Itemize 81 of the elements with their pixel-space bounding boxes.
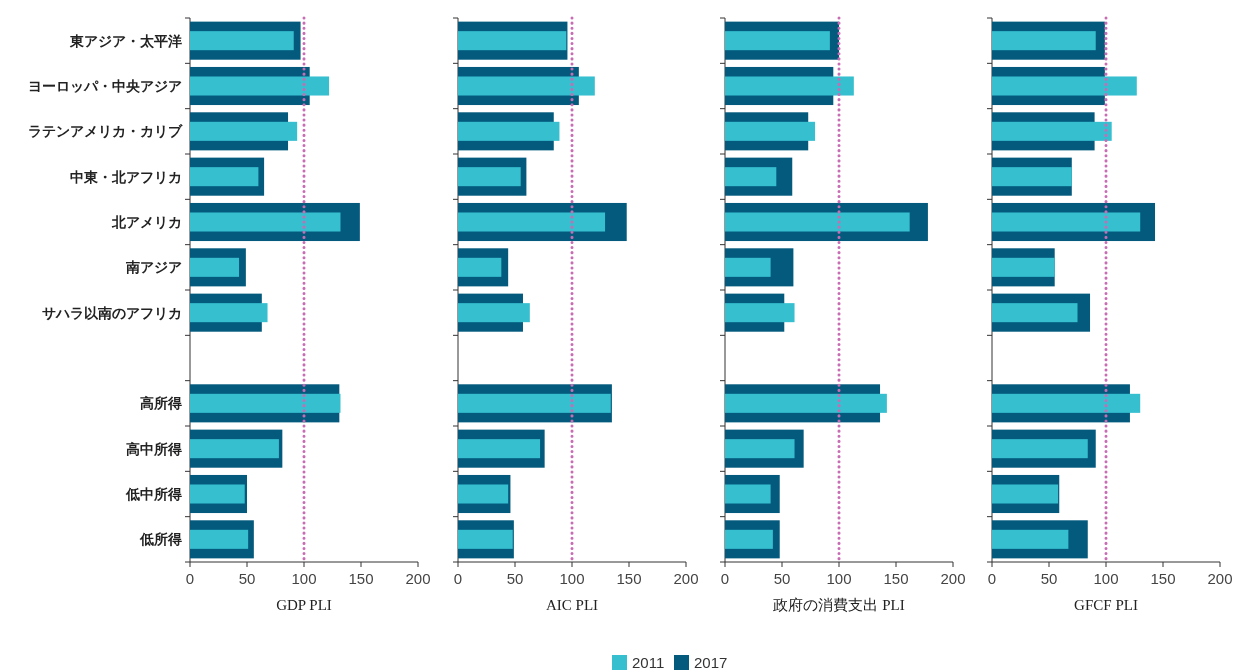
x-tick-label: 0 (987, 570, 997, 587)
bar (190, 31, 294, 51)
bar (458, 31, 567, 51)
bar (725, 529, 773, 549)
bar (725, 303, 795, 323)
x-tick-label: 200 (405, 570, 431, 587)
x-axis-title: GFCF PLI (1074, 597, 1138, 613)
bar (992, 167, 1072, 187)
y-tick-label: 中東・北アフリカ (70, 168, 182, 185)
x-tick-label: 200 (1207, 570, 1233, 587)
x-tick-label: 0 (185, 570, 195, 587)
bar (458, 484, 509, 504)
bar (458, 121, 560, 141)
x-tick-label: 100 (291, 570, 317, 587)
bar (458, 303, 530, 323)
x-tick-label: 50 (773, 570, 791, 587)
bar (725, 212, 910, 232)
bar (992, 257, 1055, 277)
x-tick-label: 50 (506, 570, 524, 587)
y-tick-label: ヨーロッパ・中央アジア (28, 78, 182, 94)
x-tick-label: 150 (348, 570, 374, 587)
bar (458, 257, 502, 277)
bar (458, 167, 521, 187)
bar (190, 167, 259, 187)
bar (992, 121, 1112, 141)
x-tick-label: 50 (238, 570, 256, 587)
bar (190, 303, 268, 323)
x-tick-label: 100 (1093, 570, 1119, 587)
bar (458, 439, 541, 459)
bar (992, 439, 1088, 459)
y-tick-label: ラテンアメリカ・カリブ (28, 123, 183, 140)
bar (190, 529, 249, 549)
bar (190, 439, 279, 459)
x-tick-label: 200 (940, 570, 966, 587)
x-axis-title: 政府の消費支出 PLI (773, 597, 905, 613)
x-tick-label: 100 (559, 570, 585, 587)
y-tick-label: 南アジア (125, 259, 182, 276)
legend-label: 2011 (632, 654, 665, 671)
y-tick-label: 低所得 (139, 531, 182, 548)
y-tick-label: 高中所得 (126, 440, 182, 457)
x-axis-title: AIC PLI (545, 597, 599, 613)
x-tick-label: 150 (1150, 570, 1176, 587)
legend-label: 2017 (694, 654, 728, 671)
bar (992, 393, 1141, 413)
bar (725, 121, 816, 141)
y-tick-label: サハラ以南のアフリカ (42, 304, 182, 321)
y-tick-label: 東アジア・太平洋 (69, 32, 182, 49)
bar (992, 76, 1137, 96)
bar (458, 76, 595, 96)
bar (190, 257, 240, 277)
bar (190, 76, 330, 96)
bar (458, 529, 513, 549)
bar (725, 76, 854, 96)
bar (190, 121, 298, 141)
bar (725, 484, 771, 504)
x-tick-label: 150 (616, 570, 642, 587)
bar (992, 31, 1096, 51)
bar (190, 484, 245, 504)
bar (190, 393, 341, 413)
bar (725, 439, 795, 459)
x-tick-label: 50 (1040, 570, 1058, 587)
x-tick-label: 100 (826, 570, 852, 587)
bar (458, 212, 606, 232)
bar (725, 393, 887, 413)
bar (725, 257, 771, 277)
y-tick-label: 高所得 (140, 395, 182, 412)
x-tick-label: 150 (883, 570, 909, 587)
x-tick-label: 0 (720, 570, 730, 587)
bar (458, 393, 611, 413)
y-tick-label: 北アメリカ (111, 214, 182, 230)
y-tick-label: 低中所得 (125, 486, 182, 502)
bar (992, 529, 1069, 549)
bar (190, 212, 341, 232)
x-tick-label: 200 (673, 570, 699, 587)
bar (992, 484, 1059, 504)
bar (992, 212, 1141, 232)
x-tick-label: 0 (453, 570, 463, 587)
bar (725, 31, 830, 51)
x-axis-title: GDP PLI (276, 597, 332, 613)
bar (725, 167, 777, 187)
bar (992, 303, 1078, 323)
